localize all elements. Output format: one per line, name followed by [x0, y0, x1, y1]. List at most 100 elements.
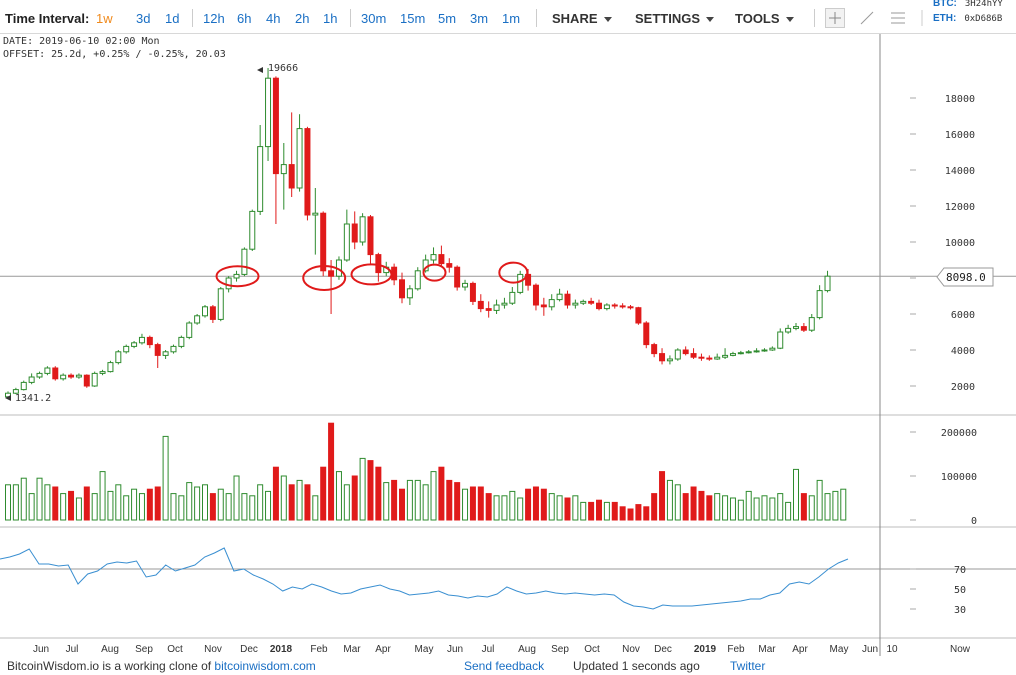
line-tool-icon[interactable]: [857, 8, 877, 28]
btc-address-value: 3H24hYY: [964, 0, 1003, 9]
candle: [115, 351, 122, 364]
volume-bar: [493, 495, 500, 521]
low-arrow-icon: [5, 395, 11, 401]
candle: [556, 293, 563, 301]
candle: [462, 282, 469, 288]
fib-tool-icon[interactable]: [888, 8, 908, 28]
candle: [706, 357, 713, 360]
candle: [493, 304, 500, 311]
volume-bar: [241, 493, 248, 521]
volume-bar: [280, 475, 287, 521]
x-tick-label: Jul: [66, 644, 79, 655]
candle: [800, 326, 807, 331]
volume-bar: [761, 495, 768, 521]
volume-tick-label: 0: [971, 516, 977, 527]
price-tick-label: 14000: [945, 166, 975, 177]
volume-bar: [714, 493, 721, 521]
interval-1w[interactable]: 1w: [96, 11, 113, 26]
x-tick-label: Sep: [551, 644, 569, 655]
ruler-tool-icon[interactable]: [912, 8, 932, 28]
volume-bar: [540, 488, 547, 521]
candle: [485, 308, 492, 311]
chart-background: [0, 34, 1016, 656]
volume-bar: [430, 471, 437, 521]
candle: [288, 164, 295, 189]
x-tick-label: Now: [950, 644, 971, 655]
candle: [359, 216, 366, 243]
volume-bar: [414, 479, 421, 521]
annotation-circle: [350, 263, 393, 286]
interval-6h[interactable]: 6h: [237, 11, 252, 26]
crosshair-tool-icon[interactable]: [825, 8, 845, 28]
interval-1d[interactable]: 1d: [165, 11, 180, 26]
x-tick-label: Jun: [447, 644, 463, 655]
candle: [154, 344, 161, 356]
candle: [501, 302, 508, 306]
price-tick-label: 18000: [945, 94, 975, 105]
candle: [690, 353, 697, 358]
interval-30m[interactable]: 30m: [361, 11, 387, 26]
candle: [217, 288, 224, 320]
high-arrow-icon: [257, 67, 263, 73]
interval-1m[interactable]: 1m: [502, 11, 521, 26]
interval-5m[interactable]: 5m: [438, 11, 457, 26]
interval-2h[interactable]: 2h: [295, 11, 310, 26]
volume-tick-label: 200000: [941, 428, 977, 439]
volume-bar: [603, 501, 610, 521]
indicator-tick-label: 50: [954, 585, 966, 596]
x-tick-label: 2019: [694, 644, 717, 655]
x-tick-label: Nov: [622, 644, 640, 655]
volume-bar: [367, 460, 374, 521]
site-link[interactable]: bitcoinwisdom.com: [214, 659, 316, 673]
volume-bar: [745, 490, 752, 521]
candle: [99, 371, 106, 374]
btc-address[interactable]: BTC: 3H24hYY: [933, 0, 1016, 14]
interval-15m[interactable]: 15m: [400, 11, 426, 26]
price-tick-label: 4000: [951, 346, 975, 357]
volume-bar: [832, 490, 839, 521]
candle: [343, 223, 350, 261]
volume-bar: [304, 484, 311, 521]
indicator-tick-label: 30: [954, 605, 966, 616]
eth-address-value: 0xD686B: [964, 14, 1003, 24]
volume-bar: [800, 493, 807, 521]
footer-text: BitcoinWisdom.io is a working clone of b…: [7, 659, 316, 673]
toolbar-separator: [350, 9, 351, 27]
price-tag-shape: [936, 267, 994, 287]
volume-bar: [36, 477, 43, 521]
volume-bar: [91, 493, 98, 521]
tools-menu[interactable]: TOOLS: [735, 11, 794, 26]
volume-bar: [162, 435, 169, 521]
share-menu[interactable]: SHARE: [552, 11, 612, 26]
volume-bar: [769, 497, 776, 521]
interval-1h[interactable]: 1h: [323, 11, 338, 26]
volume-bar: [532, 486, 539, 521]
volume-bar: [391, 479, 398, 521]
interval-3m[interactable]: 3m: [470, 11, 489, 26]
send-feedback-link[interactable]: Send feedback: [464, 659, 545, 673]
annotation-circle: [302, 265, 347, 291]
volume-bar: [265, 490, 272, 521]
settings-label: SETTINGS: [635, 11, 701, 26]
candle: [643, 322, 650, 346]
interval-4h[interactable]: 4h: [266, 11, 281, 26]
interval-3d[interactable]: 3d: [136, 11, 151, 26]
volume-bar: [99, 471, 106, 521]
volume-bar: [399, 488, 405, 521]
candle: [280, 164, 287, 175]
footer-prefix: BitcoinWisdom.io is a working clone of: [7, 659, 215, 673]
candle: [28, 376, 35, 383]
x-tick-label: Oct: [584, 644, 600, 655]
eth-address[interactable]: ETH: 0xD686B: [933, 13, 1016, 29]
volume-bar: [556, 495, 563, 521]
price-chart[interactable]: 2000400060008000100001200014000160001800…: [0, 34, 1016, 656]
candle: [580, 300, 587, 304]
interval-12h[interactable]: 12h: [203, 11, 225, 26]
twitter-link[interactable]: Twitter: [730, 659, 766, 673]
volume-bar: [83, 486, 90, 521]
volume-bar: [202, 484, 208, 521]
x-tick-label: Apr: [375, 644, 391, 655]
settings-menu[interactable]: SETTINGS: [635, 11, 715, 26]
x-tick-label: Apr: [792, 644, 808, 655]
volume-bar: [793, 468, 799, 521]
